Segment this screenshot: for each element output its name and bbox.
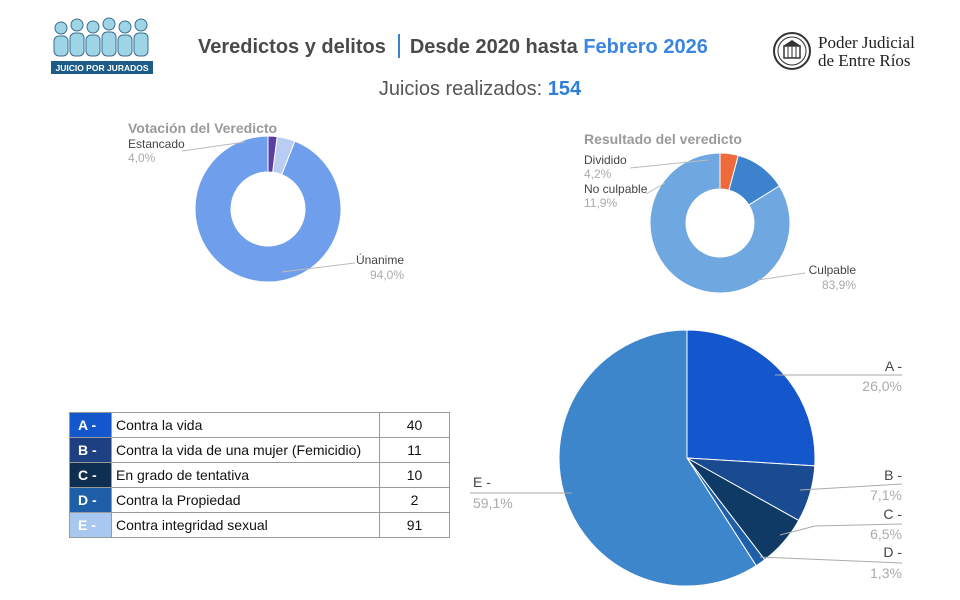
row-label: Contra integridad sexual: [111, 512, 380, 538]
row-count: 91: [379, 512, 450, 538]
chart3-label-b: B -: [884, 467, 902, 483]
juicio-por-jurados-logo: JUICIO POR JURADOS: [49, 14, 155, 76]
row-count: 11: [379, 437, 450, 463]
chart1-pct-unanime: 94,0%: [370, 268, 404, 282]
veredict-vote-chart: Votación del Veredicto Estancado 4,0% Ún…: [128, 120, 404, 283]
crimes-table: A - Contra la vida 40 B - Contra la vida…: [69, 412, 450, 538]
trials-label: Juicios realizados:: [378, 78, 543, 100]
row-code: B -: [69, 437, 112, 463]
logo-right-line1: Poder Judicial: [818, 33, 915, 52]
chart1-slice-0: [194, 135, 342, 283]
page-title: Veredictos y delitos Desde 2020 hasta Feb…: [198, 34, 708, 59]
title-highlight: Febrero 2026: [583, 36, 708, 58]
chart1-pct-estancado: 4,0%: [128, 151, 156, 165]
row-count: 2: [379, 487, 450, 513]
chart2-label-no-culpable: No culpable: [584, 182, 648, 196]
row-label: Contra la vida de una mujer (Femicidio): [111, 437, 380, 463]
chart2-label-dividido: Dividido: [584, 153, 627, 167]
logo-left-text: JUICIO POR JURADOS: [55, 63, 148, 73]
table-row: D - Contra la Propiedad 2: [69, 487, 450, 513]
row-code: E -: [69, 512, 112, 538]
chart3-pct-c: 6,5%: [870, 526, 902, 542]
table-row: B - Contra la vida de una mujer (Femicid…: [69, 437, 450, 463]
table-row: E - Contra integridad sexual 91: [69, 512, 450, 538]
chart2-slice-0: [649, 152, 791, 294]
chart3-pct-e: 59,1%: [473, 495, 513, 511]
logo-right-line2: de Entre Ríos: [818, 51, 911, 70]
chart2-slice-2: [719, 152, 739, 191]
title-main: Veredictos y delitos: [198, 36, 386, 58]
chart3-label-a: A -: [885, 358, 902, 374]
title-divider: [397, 34, 400, 58]
chart1-label-unanime: Únanime: [356, 252, 404, 267]
chart3-label-e: E -: [473, 474, 491, 490]
crimes-pie-chart: A - 26,0% B - 7,1% C - 6,5% D - 1,3% E -…: [470, 329, 902, 587]
table-row: C - En grado de tentativa 10: [69, 462, 450, 488]
chart3-slices: [558, 329, 816, 587]
chart1-title: Votación del Veredicto: [128, 120, 277, 136]
row-code: C -: [69, 462, 112, 488]
chart3-pct-a: 26,0%: [862, 378, 902, 394]
trials-summary: Juicios realizados: 154: [0, 78, 960, 101]
trials-count: 154: [547, 78, 582, 100]
chart2-slices: [649, 152, 791, 294]
row-code: A -: [69, 412, 112, 438]
row-code: D -: [69, 487, 112, 513]
chart3-slice-4: [558, 329, 757, 587]
row-label: En grado de tentativa: [111, 462, 380, 488]
chart1-label-estancado: Estancado: [128, 137, 185, 151]
chart1-slices: [194, 135, 342, 283]
chart3-slice-0: [686, 329, 816, 467]
row-label: Contra la Propiedad: [111, 487, 380, 513]
table-row: A - Contra la vida 40: [69, 412, 450, 438]
poder-judicial-logo: Poder Judicial de Entre Ríos: [773, 32, 915, 70]
chart2-pct-no-culpable: 11,9%: [584, 196, 617, 210]
chart3-label-d: D -: [883, 544, 902, 560]
chart3-pct-b: 7,1%: [870, 487, 902, 503]
veredict-result-chart: Resultado del veredicto Dividido 4,2% No…: [584, 131, 857, 294]
row-label: Contra la vida: [111, 412, 380, 438]
chart2-title: Resultado del veredicto: [584, 131, 742, 147]
title-range: Desde 2020 hasta: [409, 36, 578, 58]
chart2-pct-culpable: 83,9%: [822, 278, 856, 292]
chart2-label-culpable: Culpable: [809, 263, 857, 277]
chart2-pct-dividido: 4,2%: [584, 167, 612, 181]
row-count: 10: [379, 462, 450, 488]
chart3-label-c: C -: [883, 506, 902, 522]
chart1-slice-2: [267, 135, 278, 173]
chart3-pct-d: 1,3%: [870, 565, 902, 581]
row-count: 40: [379, 412, 450, 438]
